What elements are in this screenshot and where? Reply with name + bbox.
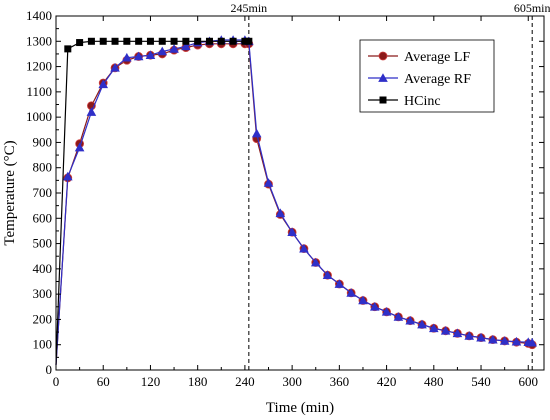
x-tick-label: 180 [188,374,208,389]
series-point-square [205,37,213,45]
y-tick-label: 1100 [26,84,52,99]
series-point-square [182,37,190,45]
series-point-triangle [527,337,537,347]
x-tick-label: 420 [377,374,397,389]
series-point-square [111,37,119,45]
x-tick-label: 600 [519,374,539,389]
series-point-triangle [369,301,380,311]
legend-item: Average LF [368,50,470,65]
series-point-square [229,37,237,45]
series-point-triangle [452,328,463,338]
y-tick-label: 400 [33,261,53,276]
series-point-triangle [98,79,109,89]
series-point-square [146,37,154,45]
legend-label: HCinc [404,94,441,109]
x-axis: 0 60 120 180 240 300 360 420 480 540 600 [53,16,538,389]
x-tick-label: 360 [330,374,350,389]
series-point-triangle [378,73,388,82]
series-point-triangle [275,208,286,218]
series-point-triangle [322,270,333,280]
series-point-triangle [145,50,156,60]
series-point-triangle [405,315,415,325]
y-tick-label: 600 [33,210,53,225]
y-tick-label: 700 [33,185,53,200]
series-average-rf [55,35,537,365]
series-point-triangle [74,142,85,152]
series-point-square [194,37,202,45]
y-tick-label: 900 [33,134,53,149]
series-point-triangle [287,227,297,237]
series-point-triangle [310,257,321,267]
series-point-triangle [122,52,132,62]
x-tick-label: 480 [424,374,444,389]
series-point-triangle [110,63,120,72]
series-point-triangle [488,334,498,344]
series-point-triangle [181,41,191,51]
y-tick-label: 1300 [26,33,52,48]
series-point-triangle [334,279,345,288]
series-point-square [217,37,225,45]
x-axis-title: Time (min) [266,400,334,416]
legend: Average LF Average RF HCinc [359,39,495,113]
series-point-triangle [511,336,522,346]
y-tick-label: 200 [33,311,53,326]
series-point-triangle [464,331,475,340]
annotation-lines: 245min 605min [231,1,550,370]
y-tick-label: 1000 [26,109,52,124]
series-point-triangle [263,178,274,187]
series-point-square [379,96,387,104]
x-tick-label: 300 [282,374,302,389]
series-point-triangle [63,171,73,181]
y-tick-label: 300 [33,286,53,301]
series-point-square [245,37,253,45]
series-point-square [87,37,95,45]
series-point-triangle [499,336,510,345]
x-tick-label: 540 [471,374,491,389]
annotation-label: 245min [231,1,268,15]
series-point-triangle [133,51,144,61]
y-tick-label: 1400 [26,8,52,23]
x-tick-label: 120 [141,374,161,389]
series-point-triangle [358,295,368,305]
series-point-square [64,45,72,53]
series-point-square [99,37,107,45]
legend-item: Average RF [368,72,471,87]
series-point-triangle [429,323,439,333]
annotation-label: 605min [514,1,550,15]
series-point-square [241,37,249,45]
series-point-triangle [346,288,356,297]
series-point-triangle [157,46,168,56]
y-axis-title: Temperature (°C) [2,140,18,245]
legend-label: Average LF [404,50,470,65]
series-hcinc [55,37,253,365]
x-tick-label: 0 [53,374,60,389]
y-tick-label: 100 [33,337,53,352]
series-point-triangle [393,312,404,321]
series-point-triangle [299,243,309,253]
x-tick-label: 240 [235,374,255,389]
series-point-triangle [417,319,427,329]
series-point-triangle [476,332,486,342]
y-tick-label: 1200 [26,59,52,74]
series-point-triangle [251,128,262,138]
series-point-square [158,37,166,45]
y-tick-label: 800 [33,160,53,175]
series-point-triangle [381,307,392,316]
series-point-square [170,37,178,45]
legend-item: HCinc [368,94,441,109]
series-layer [55,35,537,365]
y-tick-label: 500 [33,236,53,251]
series-point-circle [378,51,388,61]
series-point-square [123,37,131,45]
series-point-square [135,37,143,45]
legend-label: Average RF [404,72,471,87]
series-point-triangle [86,107,97,116]
series-point-square [76,39,84,47]
x-tick-label: 60 [97,374,110,389]
series-point-triangle [169,44,179,53]
y-tick-label: 0 [46,362,53,377]
series-point-triangle [440,326,451,335]
y-axis: 0 100 200 300 400 500 600 700 800 900 1000 1100 1200… [26,8,544,377]
